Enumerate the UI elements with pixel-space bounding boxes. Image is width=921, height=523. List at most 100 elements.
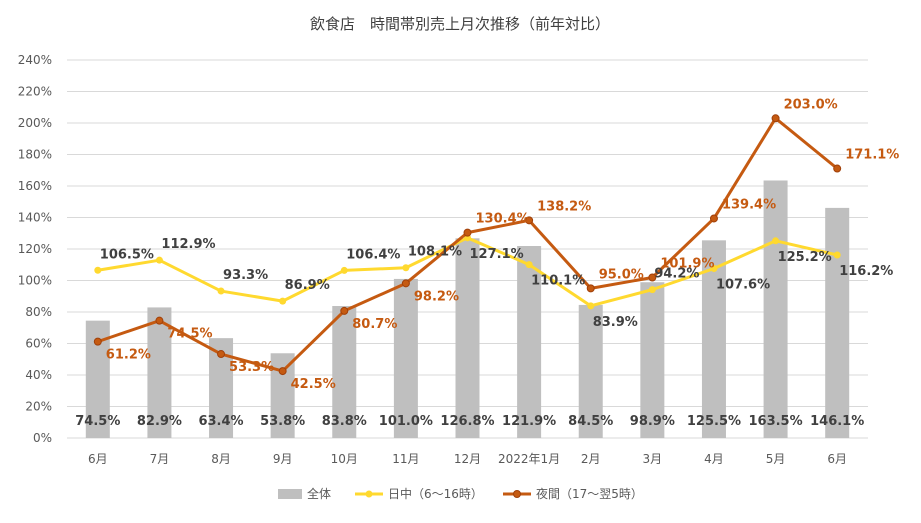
- x-tick-label: 11月: [392, 452, 419, 466]
- bar-total: [825, 207, 850, 438]
- y-tick-label: 140%: [18, 211, 52, 225]
- data-label-daytime: 83.9%: [593, 315, 638, 330]
- marker-night: [771, 114, 780, 123]
- marker-daytime: [772, 237, 780, 245]
- marker-daytime: [279, 297, 287, 305]
- x-tick-label: 10月: [331, 452, 358, 466]
- data-label-night: 42.5%: [291, 377, 336, 392]
- marker-daytime: [155, 256, 163, 264]
- marker-night: [155, 316, 164, 325]
- data-label-total: 63.4%: [198, 414, 243, 429]
- x-tick-label: 7月: [150, 452, 170, 466]
- marker-night: [586, 284, 595, 293]
- y-tick-label: 80%: [25, 305, 52, 319]
- data-label-total: 82.9%: [137, 414, 182, 429]
- bar-total: [640, 282, 665, 438]
- data-label-night: 98.2%: [414, 289, 459, 304]
- data-label-total: 101.0%: [379, 414, 433, 429]
- data-label-night: 61.2%: [106, 348, 151, 363]
- data-label-daytime: 108.1%: [408, 245, 462, 260]
- y-tick-label: 160%: [18, 179, 52, 193]
- x-axis-ticks: 6月 7月 8月 9月 10月 11月 12月 2022年1月 2月 3月 4月 5月 6月: [88, 452, 847, 466]
- y-tick-label: 240%: [18, 53, 52, 67]
- data-label-daytime: 107.6%: [716, 278, 770, 293]
- y-tick-label: 100%: [18, 274, 52, 288]
- bar-total: [332, 306, 357, 438]
- bars-total: [85, 180, 850, 439]
- marker-night: [525, 216, 534, 225]
- chart-title: 飲食店 時間帯別売上月次推移（前年対比）: [310, 15, 610, 33]
- data-label-night: 53.3%: [229, 360, 274, 375]
- x-tick-label: 3月: [643, 452, 663, 466]
- legend-swatch-total: [278, 489, 302, 499]
- x-tick-label: 9月: [273, 452, 293, 466]
- marker-daytime: [217, 287, 225, 295]
- marker-daytime: [525, 261, 533, 269]
- legend-label-total: 全体: [307, 486, 331, 501]
- marker-daytime: [340, 266, 348, 274]
- legend-label-night: 夜間（17～翌5時）: [536, 486, 643, 501]
- y-tick-label: 20%: [25, 400, 52, 414]
- data-label-night: 101.9%: [660, 257, 714, 272]
- y-axis-ticks: 0% 20% 40% 60% 80% 100% 120% 140% 160% 180% 200% 22…: [18, 53, 52, 445]
- data-label-daytime: 116.2%: [839, 264, 893, 279]
- bar-total: [763, 180, 788, 439]
- data-label-total: 146.1%: [810, 414, 864, 429]
- data-label-total: 53.8%: [260, 414, 305, 429]
- data-label-night: 80.7%: [352, 317, 397, 332]
- bar-total: [578, 304, 603, 438]
- data-label-daytime: 106.5%: [100, 247, 154, 262]
- y-tick-label: 60%: [25, 337, 52, 351]
- marker-night: [278, 367, 287, 376]
- data-label-total: 83.8%: [322, 414, 367, 429]
- data-label-daytime: 86.9%: [285, 278, 330, 293]
- marker-night: [463, 228, 472, 237]
- x-tick-label: 8月: [211, 452, 231, 466]
- x-tick-label: 5月: [766, 452, 786, 466]
- bar-total: [147, 307, 172, 438]
- legend-label-daytime: 日中（6～16時）: [388, 486, 483, 501]
- y-tick-label: 0%: [33, 431, 52, 445]
- lines: [93, 114, 842, 376]
- bar-total: [455, 238, 480, 438]
- marker-daytime: [94, 266, 102, 274]
- data-labels: 74.5% 82.9% 63.4% 53.8% 83.8% 101.0% 126.8% 121…: [75, 97, 899, 429]
- x-tick-label: 6月: [88, 452, 108, 466]
- data-label-night: 95.0%: [599, 267, 644, 282]
- marker-night: [648, 273, 657, 282]
- marker-daytime: [833, 251, 841, 259]
- data-label-night: 130.4%: [476, 212, 530, 227]
- bar-total: [393, 278, 418, 438]
- data-label-daytime: 106.4%: [346, 247, 400, 262]
- bar-total: [701, 240, 726, 438]
- data-label-total: 98.9%: [630, 414, 675, 429]
- data-label-night: 74.5%: [167, 327, 212, 342]
- data-label-daytime: 94.2%: [654, 267, 699, 282]
- legend-marker-night: [513, 490, 521, 498]
- y-tick-label: 200%: [18, 116, 52, 130]
- legend: 全体 日中（6～16時） 夜間（17～翌5時）: [278, 486, 643, 501]
- data-label-night: 203.0%: [784, 97, 838, 112]
- data-label-daytime: 93.3%: [223, 268, 268, 283]
- marker-daytime: [710, 265, 718, 273]
- marker-daytime: [587, 302, 595, 310]
- marker-night: [340, 306, 349, 315]
- marker-night: [709, 214, 718, 223]
- x-tick-label: 4月: [704, 452, 724, 466]
- marker-daytime: [648, 286, 656, 294]
- data-label-daytime: 110.1%: [531, 274, 585, 289]
- marker-night: [401, 279, 410, 288]
- data-label-night: 138.2%: [537, 199, 591, 214]
- marker-night: [217, 350, 226, 359]
- y-tick-label: 220%: [18, 85, 52, 99]
- legend-marker-daytime: [365, 490, 373, 498]
- data-label-total: 126.8%: [440, 414, 494, 429]
- marker-night: [93, 337, 102, 346]
- data-label-total: 125.5%: [687, 414, 741, 429]
- data-label-total: 163.5%: [748, 414, 802, 429]
- marker-night: [833, 164, 842, 173]
- x-tick-label: 2022年1月: [498, 452, 560, 466]
- y-tick-label: 40%: [25, 368, 52, 382]
